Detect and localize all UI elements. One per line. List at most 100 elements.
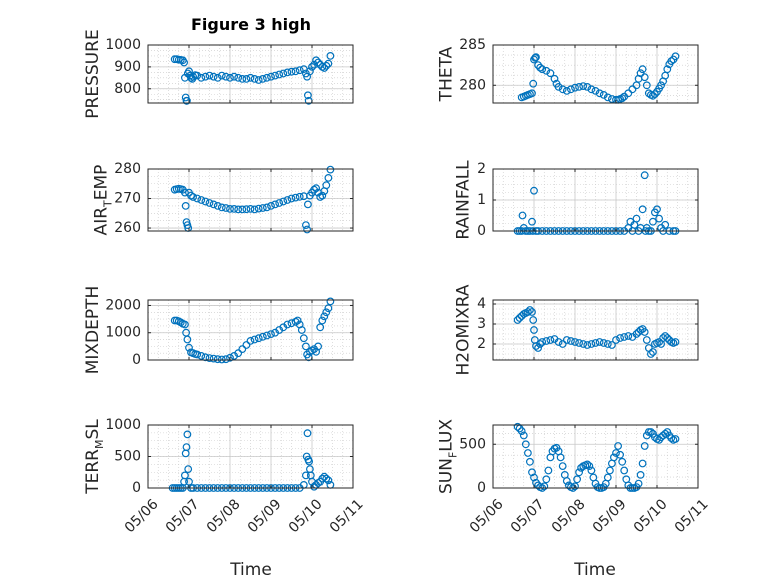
data-point [579, 340, 588, 348]
data-point [250, 205, 259, 214]
data-point [283, 320, 292, 329]
data-point [254, 76, 263, 84]
data-point [318, 316, 327, 325]
data-point [193, 350, 202, 359]
data-point [529, 316, 538, 324]
data-point [587, 85, 596, 94]
data-point [575, 468, 583, 477]
data-point [324, 59, 333, 68]
data-point [183, 430, 192, 439]
data-point [226, 204, 234, 213]
axes-box [147, 299, 354, 361]
data-point [312, 184, 321, 193]
series-points [170, 297, 335, 364]
data-point [304, 91, 312, 100]
data-point [616, 450, 624, 459]
data-point [322, 181, 331, 190]
data-point [647, 428, 655, 436]
data-point [575, 339, 583, 347]
data-point [221, 204, 230, 212]
data-point [271, 71, 280, 80]
data-point [562, 86, 571, 95]
data-point [571, 338, 579, 346]
data-point [322, 61, 331, 70]
data-point [671, 52, 680, 61]
data-point [316, 323, 325, 332]
data-point [295, 66, 304, 75]
data-point [528, 468, 536, 477]
data-point [312, 56, 321, 65]
data-point [246, 337, 255, 345]
data-point [263, 331, 271, 340]
data-point [634, 479, 643, 488]
data-point [618, 94, 627, 103]
y-axis-label-5: MIXDEPTH [83, 286, 103, 375]
data-point [238, 74, 247, 83]
data-point [254, 204, 263, 213]
data-point [614, 442, 622, 450]
data-point [258, 74, 267, 83]
y-axis-label-7: TERRMSL [83, 419, 106, 495]
data-point [221, 355, 230, 364]
y-axis-label-4: RAINFALL [454, 160, 474, 240]
series-points [170, 52, 335, 105]
data-point [197, 352, 206, 360]
data-point [185, 343, 193, 352]
data-point [297, 326, 306, 334]
data-point [180, 320, 189, 329]
series-points [513, 422, 680, 492]
data-point [583, 460, 592, 469]
data-point [647, 350, 655, 358]
data-point [267, 330, 275, 339]
data-point [526, 457, 534, 466]
y-axis-label-2: THETA [437, 46, 457, 102]
data-point [671, 338, 680, 346]
data-point [640, 442, 649, 450]
data-point [314, 58, 323, 67]
data-point [324, 173, 333, 182]
data-point [238, 205, 247, 214]
y-axis-label-1: PRESSURE [83, 29, 103, 118]
data-point [531, 54, 540, 62]
data-point [209, 354, 218, 363]
data-point [536, 340, 544, 348]
y-tick-label: 1000 [105, 417, 141, 433]
data-point [573, 475, 581, 484]
data-point [316, 193, 325, 201]
data-point [638, 65, 647, 74]
data-point [530, 326, 538, 334]
data-point [295, 192, 304, 201]
data-point [583, 82, 592, 91]
data-point [324, 476, 333, 485]
data-point [603, 340, 612, 348]
data-point [275, 70, 284, 79]
data-point [183, 335, 192, 344]
axes-box [492, 44, 699, 104]
data-point [642, 81, 651, 90]
data-point [649, 348, 657, 356]
y-tick-label: 280 [114, 161, 141, 177]
data-point [279, 197, 288, 206]
data-point [528, 89, 536, 98]
data-point [306, 67, 314, 76]
data-point [242, 74, 251, 83]
data-point [612, 449, 620, 457]
data-point [226, 353, 234, 362]
data-point [299, 334, 308, 343]
data-point [554, 82, 563, 91]
data-point [595, 89, 604, 98]
data-point [217, 71, 226, 80]
data-point [326, 165, 335, 174]
y-tick-label: 2 [477, 336, 486, 352]
data-point [283, 196, 292, 204]
data-point [544, 466, 553, 475]
data-point [558, 462, 567, 471]
data-point [624, 332, 633, 340]
data-point [663, 334, 672, 342]
data-point [575, 82, 583, 91]
data-point [205, 199, 214, 207]
data-point [608, 341, 616, 349]
data-point [193, 194, 202, 203]
